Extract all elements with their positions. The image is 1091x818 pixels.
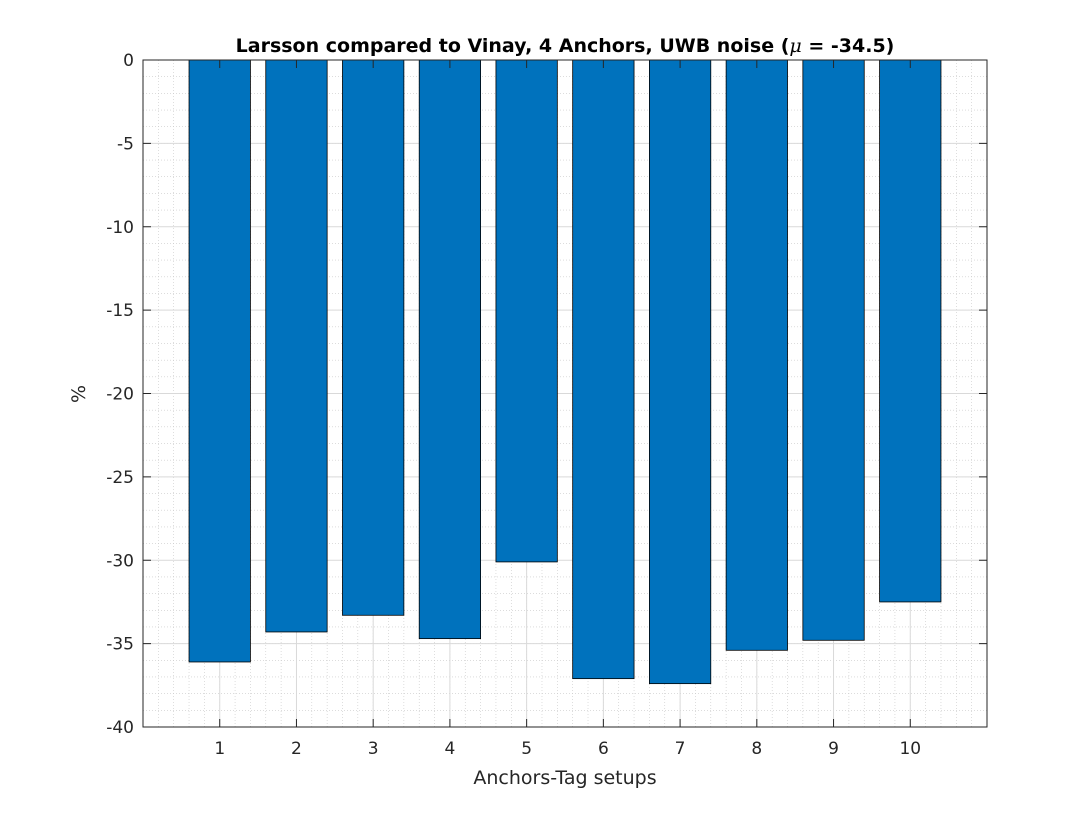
y-tick-labels: 0 -5 -10 -15 -20 -25 -30 -35 -40 (106, 51, 134, 738)
x-tick-label: 3 (368, 739, 379, 759)
chart-title: Larsson compared to Vinay, 4 Anchors, UW… (236, 35, 895, 57)
y-tick-label: -20 (106, 385, 134, 405)
x-tick-label: 7 (675, 739, 686, 759)
x-tick-label: 5 (521, 739, 532, 759)
y-tick-label: -5 (117, 134, 134, 154)
x-tick-label: 9 (828, 739, 839, 759)
bar-2 (265, 59, 328, 633)
y-tick-label: -15 (106, 301, 134, 321)
x-axis-label: Anchors-Tag setups (473, 767, 656, 789)
x-tick-label: 2 (291, 739, 302, 759)
y-tick-label: -10 (106, 218, 134, 238)
bar-10 (879, 59, 942, 603)
x-tick-label: 8 (751, 739, 762, 759)
y-tick-label: -40 (106, 718, 134, 738)
bar-9 (802, 59, 865, 641)
bar-4 (418, 59, 481, 640)
bar-6 (572, 59, 635, 680)
x-tick-label: 6 (598, 739, 609, 759)
x-tick-labels: 1 2 3 4 5 6 7 8 9 10 (214, 739, 921, 759)
y-tick-label: -30 (106, 551, 134, 571)
y-tick-label: -35 (106, 635, 134, 655)
bar-8 (725, 59, 788, 651)
bars (188, 59, 942, 685)
ticks (143, 59, 987, 728)
x-tick-label: 4 (444, 739, 455, 759)
x-tick-label: 10 (899, 739, 921, 759)
bar-7 (649, 59, 712, 685)
x-tick-label: 1 (214, 739, 225, 759)
y-tick-label: -25 (106, 468, 134, 488)
bar-5 (495, 59, 558, 563)
bar-1 (188, 59, 251, 663)
bar-3 (342, 59, 405, 616)
y-axis-label: % (68, 385, 90, 403)
y-tick-label: 0 (123, 51, 134, 71)
